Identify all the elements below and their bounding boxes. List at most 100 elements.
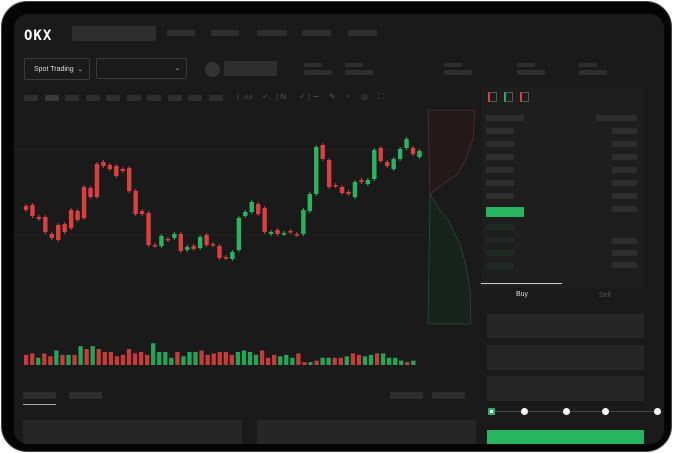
indicator-icon[interactable]: ✓. [262,92,271,101]
tab-underline [23,404,56,405]
stat-value [579,70,607,75]
candle [268,232,274,234]
slider-stop[interactable] [654,408,661,415]
candle [94,164,100,197]
amount-input[interactable] [487,345,644,370]
volume-bar [126,349,132,365]
slider-stop[interactable] [602,408,609,415]
price-input[interactable] [487,314,644,338]
tab-sell[interactable]: Sell [599,292,611,299]
ask-amount [612,128,637,134]
search-bar[interactable] [72,26,156,41]
volume-bar [217,351,222,365]
volume-bar [48,356,53,365]
bid-price [486,224,514,230]
volume-bar [163,351,168,365]
timeframe-button [208,95,223,101]
volume-bar [338,357,343,365]
volume-bar [399,360,404,365]
timeframe-button [167,95,182,101]
nav-item[interactable] [211,30,239,36]
ask-price [486,193,514,199]
candle [417,151,422,157]
candle [294,234,300,236]
timeframe-button [106,95,120,101]
candle [127,168,132,191]
orderbook-both-icon[interactable] [488,92,497,102]
ask-amount [612,167,637,173]
volume-bar [314,360,319,365]
volume-bar [229,354,234,365]
candle [230,252,235,259]
volume-bar [247,351,253,365]
volume-bar [380,353,386,365]
tab-open-orders[interactable] [23,392,56,399]
volume-bar [187,351,192,365]
ask-amount [612,154,637,160]
volume-bar [66,354,71,365]
volume-bar [114,356,120,365]
pencil-icon[interactable]: ✎ [329,92,336,101]
bid-price [486,263,514,269]
last-price [486,207,524,217]
candles-icon[interactable]: ⩘⩘ [243,92,253,101]
depth-bids-area [427,192,472,325]
volume-bar [169,357,174,365]
volume-bar [108,351,113,365]
filter-button[interactable] [390,392,423,399]
candle [275,230,280,234]
volume-bar [235,351,241,365]
chevron-down-icon: ⌄ [77,66,83,73]
candle [365,180,371,184]
candle [88,188,93,197]
orderbook-bids-icon[interactable] [504,92,513,102]
orderbook-asks-icon[interactable] [520,92,529,102]
target-icon[interactable]: ◎ [361,92,368,101]
volume-bar [157,351,162,365]
timeframe-button [85,95,100,101]
nav-item[interactable] [257,30,287,36]
candle [320,145,325,159]
tab-buy[interactable]: Buy [516,291,529,298]
nav-item[interactable] [348,30,377,36]
gauge-icon[interactable]: ◔ [345,92,350,101]
candlestick-chart[interactable] [14,14,664,444]
total-input[interactable] [487,376,644,401]
amount-slider[interactable] [492,411,658,412]
nav-item[interactable] [302,30,331,36]
bid-amount [612,250,637,256]
tab-order-history[interactable] [69,392,102,399]
candle [346,192,351,194]
candle [262,208,267,232]
volume-bar [54,350,59,365]
candle [81,187,87,218]
volume-bar [393,357,398,365]
volume-bar [36,357,41,365]
fx-icon[interactable]: 𝑓x [280,92,287,101]
slider-stop[interactable] [563,408,570,415]
slider-stop[interactable] [488,408,495,415]
volume-bar [259,350,265,365]
volume-bar [199,350,204,365]
spot-trading-dropdown[interactable]: Spot Trading ⌄ [24,58,90,80]
volume-bar [24,354,29,365]
filter-button[interactable] [432,392,465,399]
slider-stop[interactable] [521,408,528,415]
volume-bar [78,346,83,365]
orderbook-header [486,115,524,121]
ask-amount [612,141,637,147]
candle [333,185,338,187]
pair-dropdown[interactable]: ⌄ [96,58,187,79]
volume-bar [266,357,271,365]
timeframe-button [44,95,59,101]
volume-bar [42,353,47,365]
line-icon[interactable]: ∼ [313,92,320,101]
candle [372,150,377,179]
nav-item[interactable] [167,30,195,36]
buy-button[interactable] [487,430,644,444]
bid-amount [612,238,637,244]
timeframe-button [147,95,161,101]
dropdown-icon[interactable]: ✓ [299,92,306,101]
fullscreen-icon[interactable]: ⛶ [378,92,384,101]
toolbar-divider: | [276,92,279,101]
